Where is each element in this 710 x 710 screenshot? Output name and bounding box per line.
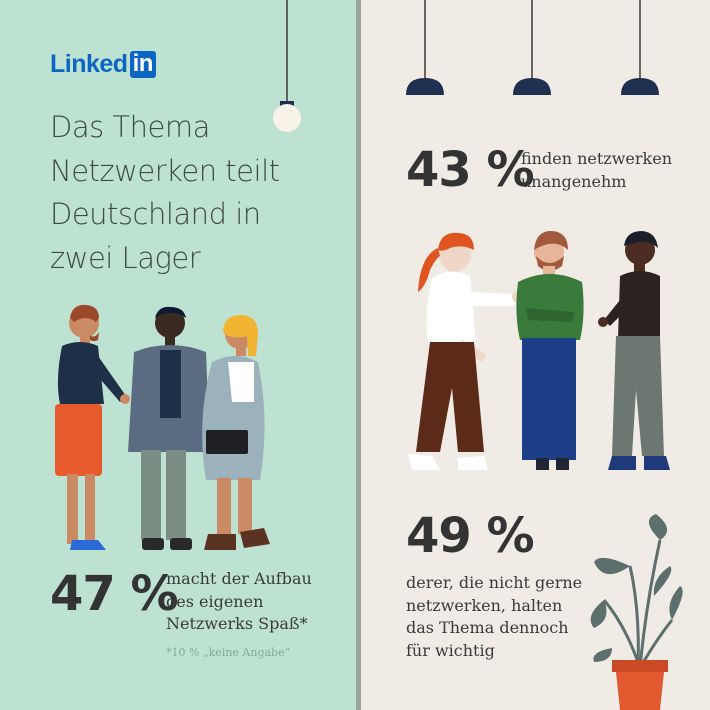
stat-left-caption: macht der Aufbau des eigenen Netzwerks S… [166, 568, 312, 636]
linkedin-logo: Linked in [50, 50, 156, 79]
headline-line: zwei Lager [50, 240, 201, 275]
caption-line: das Thema dennoch [406, 618, 569, 637]
pendant-lamp-globe-icon [273, 0, 301, 132]
stat-top-right-caption: finden netzwerken unangenehm [521, 148, 672, 193]
potted-plant-icon [590, 514, 683, 710]
stat-bottom-right-caption: derer, die nicht gerne netzwerken, halte… [406, 572, 606, 662]
caption-line: finden netzwerken [521, 149, 672, 168]
caption-line: macht der Aufbau [166, 569, 312, 588]
caption-line: netzwerken, halten [406, 595, 563, 615]
stat-left-value: 47 % [50, 566, 179, 622]
pendant-lamp-shade-icon [406, 0, 659, 95]
people-group-left-icon [55, 304, 270, 550]
stat-bottom-right-value: 49 % [406, 508, 535, 564]
caption-line: des eigenen [166, 591, 264, 611]
headline-line: Netzwerken teilt [50, 153, 280, 188]
headline-line: Deutschland in [50, 197, 261, 231]
stat-left-footnote: *10 % „keine Angabe“ [166, 646, 291, 659]
caption-line: unangenehm [521, 171, 627, 191]
caption-line: für wichtig [406, 640, 495, 660]
caption-line: Netzwerks Spaß* [166, 614, 308, 633]
stat-top-right-value: 43 % [406, 142, 535, 198]
people-group-right-icon [408, 230, 670, 470]
logo-in-box: in [129, 51, 156, 78]
caption-line: derer, die nicht gerne [406, 573, 583, 592]
logo-wordmark: Linked [50, 50, 128, 78]
headline-line: Das Thema [50, 110, 210, 144]
panel-divider [356, 0, 361, 710]
headline: Das Thema Netzwerken teilt Deutschland i… [50, 106, 310, 280]
